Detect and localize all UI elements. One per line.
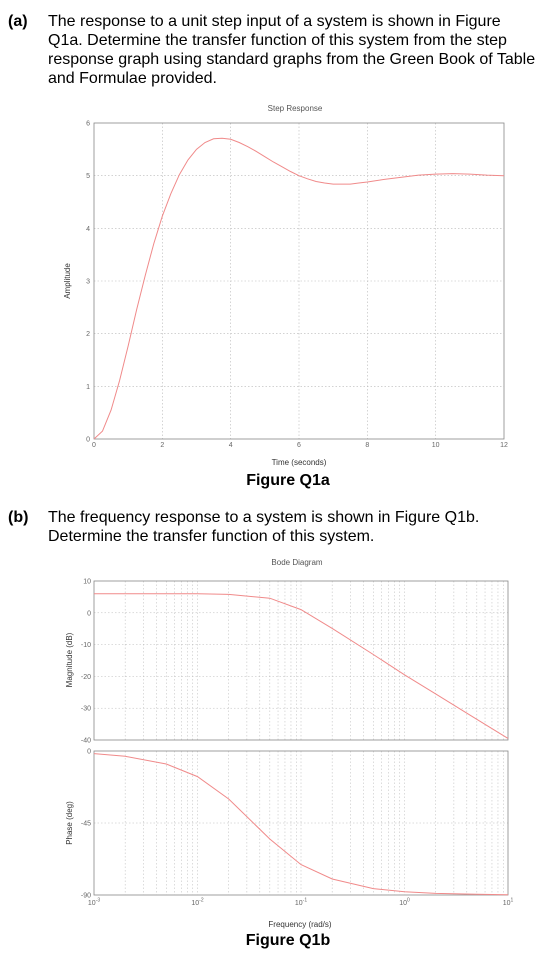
bode-xtick-label: 100	[399, 898, 410, 908]
phase-plot-frame	[93, 750, 509, 896]
question-a-text: The response to a unit step input of a s…	[48, 13, 536, 87]
phase-ylabel: Phase (deg)	[65, 801, 74, 845]
step-ytick-label: 2	[86, 331, 90, 338]
step-ytick-label: 3	[86, 279, 90, 286]
step-xtick-label: 12	[500, 442, 508, 449]
step-xtick-label: 10	[432, 442, 440, 449]
bode-xtick-base: 10	[503, 900, 511, 907]
step-xlabel: Time (seconds)	[272, 458, 327, 467]
phase-ytick-label: -45	[81, 821, 91, 828]
bode-chart-title: Bode Diagram	[271, 558, 322, 567]
bode-xtick-label: 10-1	[295, 898, 307, 908]
step-ytick-label: 0	[86, 437, 90, 444]
step-ytick-label: 4	[86, 226, 90, 233]
bode-xtick-base: 10	[88, 900, 96, 907]
phase-ytick-label: -90	[81, 893, 91, 900]
step-chart-grid	[94, 123, 504, 439]
bode-xtick-base: 10	[191, 900, 199, 907]
question-b-label: (b)	[8, 509, 29, 526]
step-ytick-label: 1	[86, 384, 90, 391]
step-xtick-label: 2	[160, 442, 164, 449]
mag-ytick-label: -20	[81, 674, 91, 681]
bode-xtick-base: 10	[399, 900, 407, 907]
step-plot-frame	[93, 122, 505, 440]
step-ytick-label: 6	[86, 121, 90, 128]
step-xtick-label: 8	[365, 442, 369, 449]
magnitude-curve	[94, 593, 509, 739]
mag-ytick-label: -10	[81, 642, 91, 649]
mag-ylabel: Magnitude (dB)	[65, 632, 74, 687]
phase-curve	[93, 753, 509, 896]
bode-xlabel: Frequency (rad/s)	[268, 920, 331, 929]
step-xtick-label: 6	[297, 442, 301, 449]
phase-ytick-label: 0	[87, 749, 91, 756]
figure-q1a-caption: Figure Q1a	[246, 472, 330, 489]
bode-xtick-exp: 0	[407, 898, 410, 904]
step-ytick-label: 5	[86, 173, 90, 180]
bode-xtick-exp: -2	[199, 898, 204, 904]
step-xtick-label: 4	[229, 442, 233, 449]
bode-xtick-exp: 1	[511, 898, 514, 904]
bode-chart-grid	[94, 581, 508, 895]
mag-ytick-label: 10	[83, 579, 91, 586]
bode-xtick-exp: -3	[96, 898, 101, 904]
mag-ytick-label: -40	[81, 738, 91, 745]
question-b-text: The frequency response to a system is sh…	[48, 509, 480, 545]
step-chart-title: Step Response	[268, 104, 323, 113]
question-a-label: (a)	[8, 13, 28, 30]
magnitude-plot-frame	[93, 580, 509, 741]
mag-ytick-label: -30	[81, 706, 91, 713]
bode-xtick-base: 10	[295, 900, 303, 907]
bode-xtick-exp: -1	[303, 898, 308, 904]
figure-q1b-caption: Figure Q1b	[245, 932, 331, 949]
bode-xtick-label: 10-2	[191, 898, 203, 908]
bode-xtick-label: 10-3	[88, 898, 100, 908]
bode-xtick-label: 101	[503, 898, 514, 908]
step-xtick-label: 0	[92, 442, 96, 449]
step-ylabel: Amplitude	[63, 263, 72, 299]
mag-ytick-label: 0	[87, 610, 91, 617]
step-response-curve	[93, 137, 505, 440]
